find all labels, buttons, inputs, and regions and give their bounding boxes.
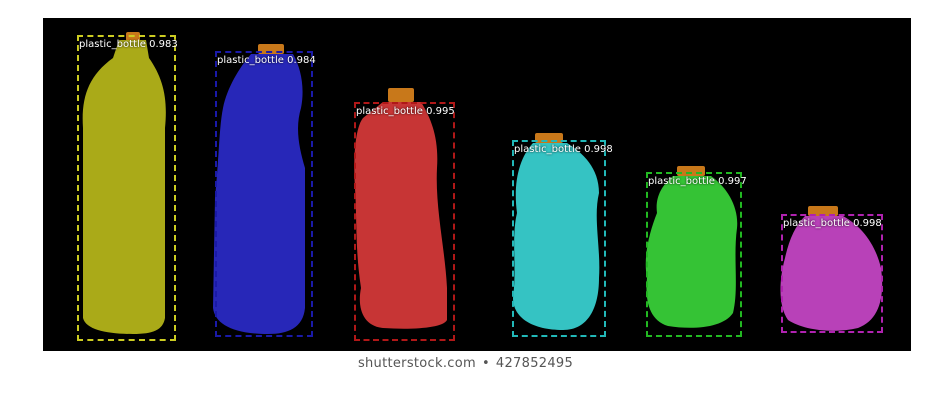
- detection-label-4: plastic_bottle 0.998: [514, 144, 613, 155]
- detection-box-1: plastic_bottle 0.983: [77, 35, 178, 341]
- footer-image-number: 427852495: [495, 356, 574, 371]
- detection-label-5: plastic_bottle 0.997: [648, 176, 747, 187]
- detection-box-5: plastic_bottle 0.997: [646, 172, 747, 337]
- footer-site: shutterstock.com: [357, 356, 476, 371]
- footer-separator: •: [481, 356, 490, 371]
- detection-label-3: plastic_bottle 0.995: [356, 106, 455, 117]
- detection-label-2: plastic_bottle 0.984: [217, 55, 316, 66]
- watermark-footer: shutterstock.com • 427852495: [0, 356, 931, 371]
- bottle-mask-3: [354, 88, 447, 329]
- bottle-masks: [82, 32, 883, 334]
- bottle-mask-1: [82, 32, 166, 334]
- detection-box-6: plastic_bottle 0.998: [781, 214, 883, 333]
- detection-box-4: plastic_bottle 0.998: [512, 140, 613, 337]
- detection-label-6: plastic_bottle 0.998: [783, 218, 882, 229]
- detection-label-1: plastic_bottle 0.983: [79, 39, 178, 50]
- detection-box-3: plastic_bottle 0.995: [354, 102, 455, 341]
- detection-image: plastic_bottle 0.983 plastic_bottle 0.98…: [43, 18, 911, 351]
- detection-box-2: plastic_bottle 0.984: [215, 51, 316, 337]
- bottle-mask-6: [780, 206, 883, 331]
